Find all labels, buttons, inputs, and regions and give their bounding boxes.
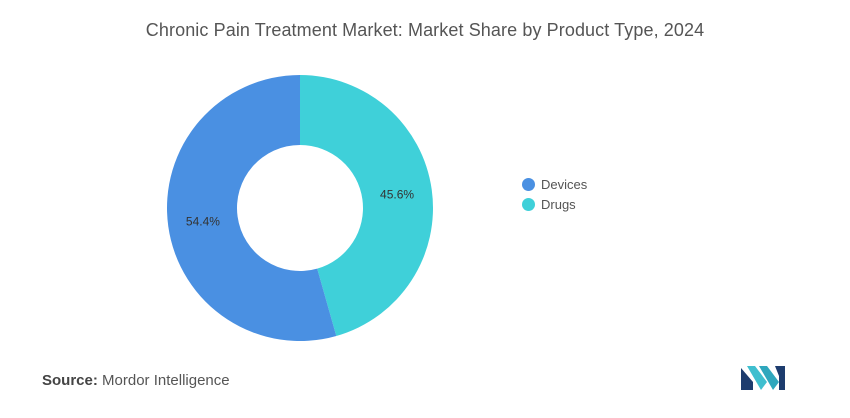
source-value: Mordor Intelligence (102, 372, 230, 389)
legend-label-devices: Devices (541, 176, 588, 192)
chart-legend: Devices Drugs (522, 174, 587, 214)
slice-devices[interactable] (167, 75, 337, 341)
data-label-drugs: 45.6% (380, 187, 414, 201)
legend-swatch-devices (522, 177, 535, 191)
slice-drugs[interactable] (300, 75, 434, 336)
legend-item-drugs[interactable]: Drugs (522, 194, 587, 214)
mordor-intelligence-logo-icon (741, 366, 785, 390)
chart-title: Chronic Pain Treatment Market: Market Sh… (145, 20, 705, 40)
legend-item-devices[interactable]: Devices (522, 174, 587, 194)
data-label-devices: 54.4% (186, 215, 220, 229)
legend-swatch-drugs (522, 197, 535, 211)
source-label: Source: (42, 372, 98, 389)
legend-label-drugs: Drugs (541, 196, 576, 212)
source-note: Source: Mordor Intelligence (42, 372, 230, 389)
